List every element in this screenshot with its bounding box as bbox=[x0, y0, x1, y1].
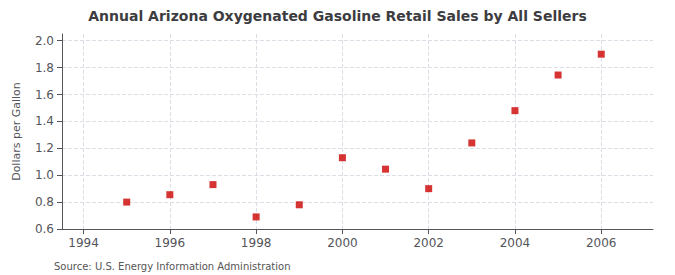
svg-text:2.0: 2.0 bbox=[35, 34, 54, 48]
svg-text:2006: 2006 bbox=[586, 236, 617, 250]
svg-text:2002: 2002 bbox=[413, 236, 444, 250]
svg-text:1998: 1998 bbox=[241, 236, 272, 250]
svg-text:1.4: 1.4 bbox=[35, 114, 54, 128]
svg-text:1994: 1994 bbox=[68, 236, 99, 250]
svg-text:2000: 2000 bbox=[327, 236, 358, 250]
svg-text:Dollars per Gallon: Dollars per Gallon bbox=[10, 82, 23, 181]
svg-text:Annual Arizona Oxygenated Gaso: Annual Arizona Oxygenated Gasoline Retai… bbox=[88, 8, 587, 24]
svg-text:2004: 2004 bbox=[500, 236, 531, 250]
svg-text:0.6: 0.6 bbox=[35, 222, 54, 236]
svg-text:1.0: 1.0 bbox=[35, 168, 54, 182]
svg-text:1.2: 1.2 bbox=[35, 141, 54, 155]
svg-text:Source: U.S. Energy Informatio: Source: U.S. Energy Information Administ… bbox=[54, 261, 291, 272]
svg-text:0.8: 0.8 bbox=[35, 195, 54, 209]
svg-text:1.8: 1.8 bbox=[35, 61, 54, 75]
svg-text:1996: 1996 bbox=[155, 236, 186, 250]
svg-text:1.6: 1.6 bbox=[35, 88, 54, 102]
